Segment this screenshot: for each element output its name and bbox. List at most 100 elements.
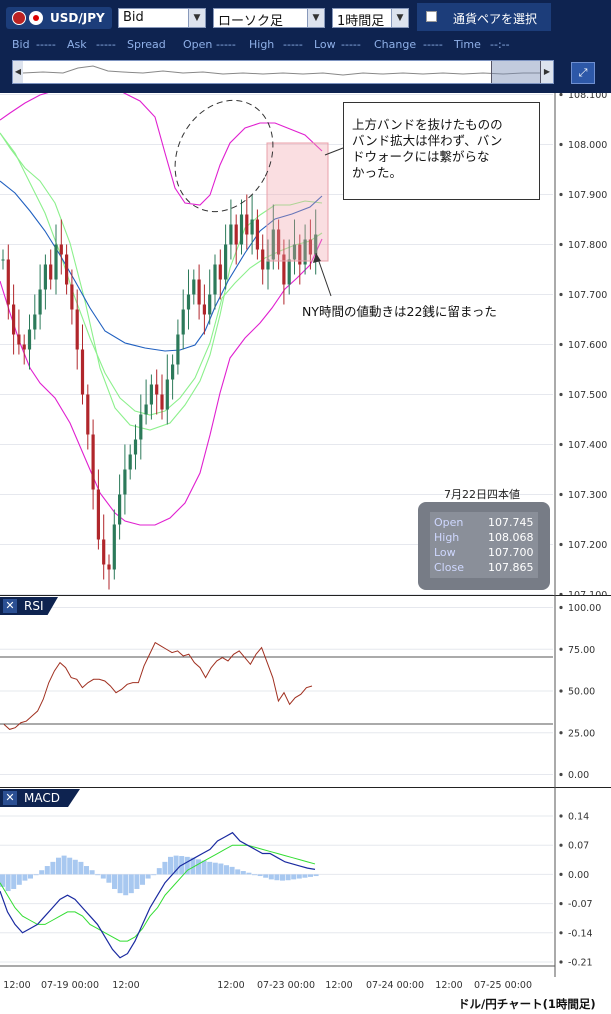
price-type-value: Bid xyxy=(123,10,144,25)
candle-body xyxy=(123,469,127,495)
chevron-down-icon: ▼ xyxy=(188,9,205,27)
price-axis: 108.100 108.000 107.900 107.800 107.700 107.6… xyxy=(559,93,607,596)
tick-dot xyxy=(559,605,563,610)
macd-bar xyxy=(308,874,313,877)
candle-body xyxy=(314,234,318,255)
callout-box: 上方バンドを抜けたものの バンド拡大は伴わず、バン ドウォークには繋がらな かっ… xyxy=(343,102,540,200)
candle-body xyxy=(229,224,233,245)
candle-body xyxy=(54,244,58,280)
macd-bar xyxy=(11,874,17,889)
tick-dot xyxy=(559,814,563,818)
select-pair-checkbox[interactable] xyxy=(426,11,437,22)
macd-axis: 0.14 0.07 0.00 -0.07 -0.14 -0.21 xyxy=(559,812,593,969)
candle-body xyxy=(6,259,10,305)
macd-bar xyxy=(39,870,45,875)
candle-body xyxy=(160,394,164,410)
callout-pointer xyxy=(324,147,344,156)
candle-body xyxy=(171,364,175,380)
candle-body xyxy=(308,239,312,255)
ohlc-open-value: 107.745 xyxy=(488,516,534,529)
ohlc-low-value: 107.700 xyxy=(488,546,534,559)
macd-bar xyxy=(22,874,28,881)
navigator-thumb[interactable] xyxy=(491,61,541,83)
price-type-select[interactable]: Bid ▼ xyxy=(118,8,206,28)
tick-dot xyxy=(559,902,563,906)
candle-body xyxy=(176,334,180,365)
chart-type-select[interactable]: ローソク足 ▼ xyxy=(213,8,325,29)
chart-navigator[interactable]: ◀ ▶ xyxy=(12,60,554,84)
time-tick-label: 12:00 xyxy=(217,980,244,991)
chevron-down-icon: ▼ xyxy=(307,9,324,27)
candle-body xyxy=(133,439,138,455)
toolbar: USD/JPY Bid ▼ ローソク足 ▼ 1時間足 ▼ 通貨ペアを選択 Bid… xyxy=(0,0,611,93)
lower-band-line xyxy=(0,238,323,526)
tick-dot xyxy=(559,960,563,964)
candle-body xyxy=(287,259,291,285)
candle-body xyxy=(1,259,5,261)
rsi-panel[interactable]: 100.00 75.00 50.00 25.00 0.00 xyxy=(0,595,611,787)
candle-body xyxy=(165,379,169,410)
candle-body xyxy=(12,304,16,335)
macd-bar xyxy=(140,874,145,885)
time-label: Time xyxy=(454,38,481,51)
candle-body xyxy=(197,279,201,305)
chevron-down-icon: ▼ xyxy=(391,9,408,27)
macd-bar xyxy=(218,863,224,875)
navigator-sparkline xyxy=(23,65,543,76)
chart-caption: ドル/円チャート(1時間足) xyxy=(458,997,596,1011)
tick-dot xyxy=(559,931,563,935)
close-icon[interactable]: ✕ xyxy=(3,791,17,805)
chevron-left-icon[interactable]: ◀ xyxy=(13,61,23,83)
change-label: Change xyxy=(374,38,417,51)
time-tick-label: 07-24 00:00 xyxy=(366,980,424,991)
macd-bar xyxy=(16,874,22,885)
macd-histogram xyxy=(0,855,319,896)
macd-bar xyxy=(117,874,123,894)
rsi-axis: 100.00 75.00 50.00 25.00 0.00 xyxy=(559,603,601,781)
price-chart[interactable]: 108.100 108.000 107.900 107.800 107.700 107.6… xyxy=(0,93,611,596)
macd-panel[interactable]: 0.14 0.07 0.00 -0.07 -0.14 -0.21 xyxy=(0,787,611,977)
macd-bar xyxy=(156,868,162,875)
close-icon[interactable]: ✕ xyxy=(3,599,17,613)
macd-bar xyxy=(184,856,190,875)
price-tick-label: 107.200 xyxy=(568,540,607,551)
macd-bar xyxy=(201,860,207,875)
tick-dot xyxy=(559,647,563,651)
macd-title: MACD xyxy=(24,791,60,805)
price-tick-label: 107.400 xyxy=(568,440,607,451)
candle-body xyxy=(49,264,53,280)
rsi-tick-label: 50.00 xyxy=(568,687,595,698)
tick-dot xyxy=(559,242,563,247)
high-label: High xyxy=(249,38,275,51)
candle-body xyxy=(75,309,79,350)
us-flag-icon xyxy=(12,11,26,25)
price-tick-label: 107.600 xyxy=(568,340,607,351)
price-tick-label: 108.000 xyxy=(568,140,607,151)
price-tick-label: 107.500 xyxy=(568,390,607,401)
candle-body xyxy=(38,289,42,315)
candle-body xyxy=(149,384,153,405)
macd-header: ✕ MACD xyxy=(0,789,80,807)
chevron-right-icon[interactable]: ▶ xyxy=(541,61,553,83)
macd-bar xyxy=(56,857,61,875)
macd-tick-label: 0.07 xyxy=(568,841,589,852)
time-value: --:-- xyxy=(490,38,510,51)
macd-grid xyxy=(0,815,553,963)
select-pair-toggle[interactable]: 通貨ペアを選択 xyxy=(417,3,551,31)
macd-tick-label: 0.00 xyxy=(568,870,589,881)
ohlc-box: Open 107.745 High 108.068 Low 107.700 Cl… xyxy=(418,502,550,590)
tick-dot xyxy=(559,93,563,97)
tick-dot xyxy=(559,392,563,397)
tick-dot xyxy=(559,292,563,297)
timeframe-select[interactable]: 1時間足 ▼ xyxy=(332,8,409,29)
tick-dot xyxy=(559,772,563,777)
tick-dot xyxy=(559,342,563,347)
candle-body xyxy=(17,334,21,345)
expand-icon[interactable]: ⤢ xyxy=(571,62,595,84)
candle-body xyxy=(118,494,122,525)
macd-bar xyxy=(240,871,246,875)
tick-dot xyxy=(559,442,563,447)
currency-pair-button[interactable]: USD/JPY xyxy=(6,7,112,29)
arrow-head-icon xyxy=(313,253,321,263)
macd-bar xyxy=(296,874,302,879)
